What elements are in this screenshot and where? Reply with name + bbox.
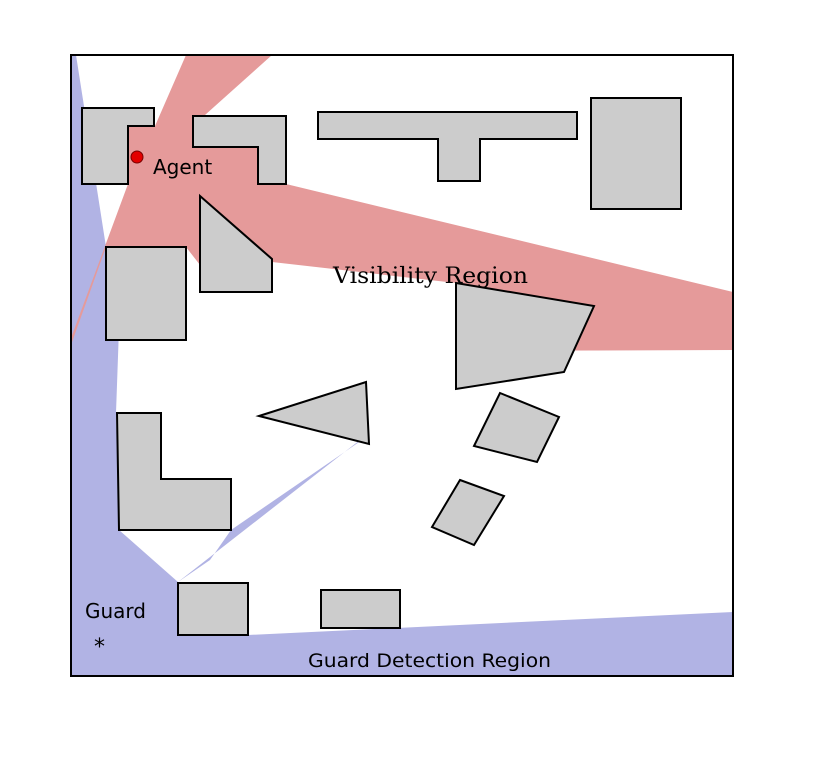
visibility-region: [71, 55, 733, 351]
obstacles: [81, 97, 682, 636]
obstacle-diamond-lower: [430, 478, 506, 547]
guard-detection-region: [71, 55, 733, 676]
environment-outline: [70, 54, 734, 677]
obstacle-top-right-block: [590, 97, 682, 210]
guard-detection-region-label: Guard Detection Region: [308, 650, 551, 672]
guard-marker-icon: *: [94, 635, 105, 660]
obstacle-trapezoid: [199, 193, 273, 293]
obstacle-diamond-upper: [472, 391, 561, 464]
obstacle-l-shape-bottom: [115, 412, 232, 531]
agent-label: Agent: [153, 155, 212, 179]
obstacle-bottom-square: [177, 582, 249, 636]
obstacle-left-square: [105, 246, 187, 341]
obstacle-t-shape: [317, 111, 578, 182]
obstacle-l-shape-top: [192, 115, 287, 185]
obstacle-bottom-bar: [320, 589, 401, 629]
obstacle-top-left-block: [81, 107, 155, 185]
visibility-region-label: Visibility Region: [332, 264, 528, 289]
agent-marker: [130, 150, 144, 164]
obstacle-quadrilateral: [455, 281, 596, 391]
obstacle-triangle: [255, 380, 371, 446]
guard-label: Guard: [85, 599, 146, 623]
